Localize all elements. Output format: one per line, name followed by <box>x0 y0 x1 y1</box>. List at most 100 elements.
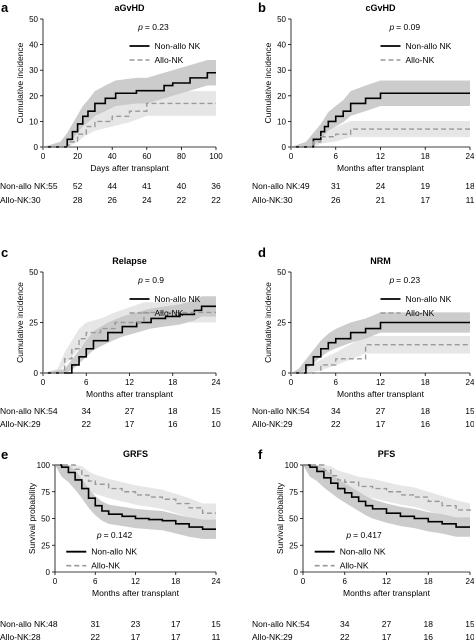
legend-label: Allo-NK <box>155 308 184 318</box>
y-tick-label: 50 <box>29 268 38 277</box>
y-tick-label: 25 <box>29 319 38 328</box>
legend-label: Allo-NK <box>340 561 369 571</box>
y-axis-label: Survival probability <box>275 482 285 554</box>
panel-d: d NRM 0 25 50 0 6 12 18 24 Months after transplant… <box>252 245 474 429</box>
p-value-text: = 0.09 <box>396 22 420 32</box>
legend-label: Non-allo NK <box>406 41 452 51</box>
y-axis-label: Cumulative incidence <box>15 282 25 363</box>
p-value: p = 0.23 <box>137 22 169 32</box>
risk-row-label: Non-allo NK:49 <box>252 181 310 191</box>
p-value-symbol: p <box>96 530 102 540</box>
panel-letter: b <box>258 0 266 15</box>
risk-value: 22 <box>331 419 341 429</box>
p-value-text: = 0.23 <box>145 22 169 32</box>
x-tick-label: 24 <box>466 378 474 387</box>
y-tick-label: 75 <box>41 488 50 497</box>
x-tick-label: 80 <box>177 152 186 161</box>
y-tick-label: 50 <box>277 15 286 24</box>
series-line-non-allo-nk <box>291 92 470 148</box>
y-tick-label: 100 <box>285 461 299 470</box>
x-tick-label: 24 <box>212 378 221 387</box>
series-line-non-allo-nk <box>291 321 470 374</box>
risk-value: 16 <box>424 632 434 640</box>
y-tick-label: 40 <box>277 41 286 50</box>
risk-value: 24 <box>142 195 152 205</box>
risk-value: 17 <box>421 195 431 205</box>
risk-value: 10 <box>211 419 221 429</box>
legend-label: Non-allo NK <box>155 294 201 304</box>
series-line-non-allo-nk <box>303 464 470 528</box>
y-tick-label: 10 <box>277 117 286 126</box>
p-value: p = 0.142 <box>96 530 133 540</box>
legend-label: Non-allo NK <box>155 41 201 51</box>
risk-value: 15 <box>211 406 221 416</box>
x-tick-label: 24 <box>466 577 474 586</box>
x-tick-label: 12 <box>382 577 391 586</box>
risk-value: 44 <box>107 181 117 191</box>
risk-value: 22 <box>91 632 101 640</box>
x-tick-label: 18 <box>421 378 430 387</box>
y-tick-label: 30 <box>277 66 286 75</box>
p-value: p = 0.09 <box>388 22 420 32</box>
p-value-symbol: p <box>345 530 351 540</box>
series-line-allo-nk <box>43 311 216 374</box>
panel-letter: e <box>1 447 8 462</box>
panel-a: a aGvHD 0 10 20 30 40 50 0 20 40 60 80 100 Days after … <box>0 0 223 205</box>
legend-label: Allo-NK <box>155 55 184 65</box>
panel-c: c Relapse 0 25 50 0 6 12 18 24 Months after transp… <box>0 245 221 429</box>
p-value: p = 0.9 <box>137 275 164 285</box>
risk-value: 15 <box>465 406 474 416</box>
risk-value: 11 <box>466 195 474 205</box>
y-tick-label: 30 <box>29 66 38 75</box>
x-tick-label: 20 <box>73 152 82 161</box>
panel-e: e GRFS 0 25 50 75 100 0 6 12 18 24 Months after tran… <box>0 447 221 640</box>
risk-value: 18 <box>424 619 434 629</box>
series-line-non-allo-nk <box>43 305 216 374</box>
risk-value: 26 <box>331 195 341 205</box>
x-tick-label: 12 <box>131 577 140 586</box>
x-tick-label: 0 <box>53 577 58 586</box>
risk-value: 21 <box>376 195 386 205</box>
risk-value: 36 <box>211 181 221 191</box>
risk-value: 22 <box>177 195 187 205</box>
legend-label: Non-allo NK <box>340 547 386 557</box>
y-tick-label: 50 <box>289 515 298 524</box>
x-tick-label: 6 <box>334 378 339 387</box>
y-tick-label: 0 <box>282 143 287 152</box>
x-tick-label: 100 <box>209 152 223 161</box>
risk-value: 17 <box>125 419 135 429</box>
ci-band <box>55 465 216 523</box>
p-value-symbol: p <box>388 275 394 285</box>
y-tick-label: 25 <box>277 319 286 328</box>
x-axis-label: Months after transplant <box>86 389 174 399</box>
risk-row-label: Allo-NK:28 <box>0 632 41 640</box>
risk-value: 22 <box>211 195 221 205</box>
panel-title: Relapse <box>112 256 147 266</box>
risk-value: 16 <box>421 419 431 429</box>
x-tick-label: 18 <box>424 577 433 586</box>
x-tick-label: 6 <box>334 152 339 161</box>
ci-band <box>43 59 216 147</box>
legend-label: Allo-NK <box>91 561 120 571</box>
risk-value: 31 <box>331 181 341 191</box>
risk-value: 27 <box>376 406 386 416</box>
x-tick-label: 40 <box>108 152 117 161</box>
risk-row-label: Non-allo NK:55 <box>0 181 58 191</box>
p-value-text: = 0.417 <box>353 530 382 540</box>
series-line-allo-nk <box>291 344 470 374</box>
x-tick-label: 6 <box>84 378 89 387</box>
panel-letter: f <box>258 447 263 462</box>
y-tick-label: 100 <box>37 461 51 470</box>
risk-value: 52 <box>73 181 83 191</box>
x-tick-label: 60 <box>142 152 151 161</box>
risk-value: 26 <box>107 195 117 205</box>
legend-label: Allo-NK <box>406 308 435 318</box>
ci-band <box>43 302 216 373</box>
x-axis-label: Months after transplant <box>343 588 431 598</box>
y-tick-label: 20 <box>277 92 286 101</box>
x-tick-label: 6 <box>93 577 98 586</box>
legend-label: Allo-NK <box>406 55 435 65</box>
ci-band <box>291 312 470 373</box>
y-tick-label: 25 <box>41 541 50 550</box>
risk-value: 15 <box>465 619 474 629</box>
